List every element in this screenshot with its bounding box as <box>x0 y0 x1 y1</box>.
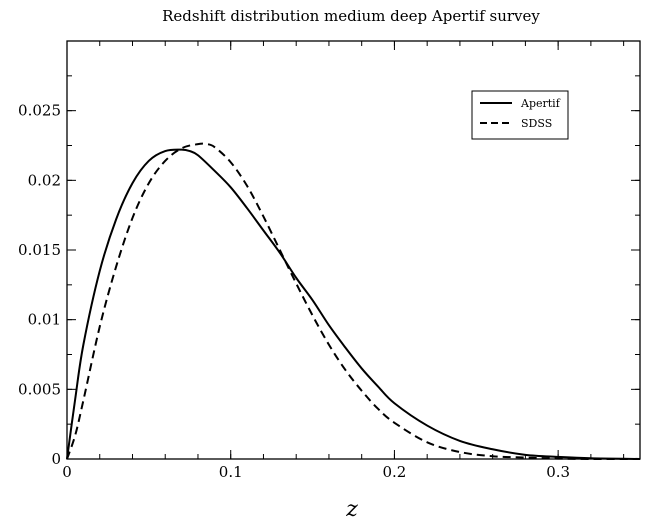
axis-tick-labels: 0 0.1 0.2 0.3 0 0.005 0.01 0.015 0.02 0.025 <box>18 102 570 481</box>
series-layer <box>66 142 641 461</box>
x-tick-label: 0 <box>62 463 72 481</box>
y-tick-label: 0.015 <box>18 241 61 259</box>
x-axis-label: z <box>345 497 358 522</box>
legend-label-apertif: Apertif <box>520 97 561 110</box>
series-line-sdss <box>66 142 641 461</box>
y-tick-label: 0.025 <box>18 102 61 120</box>
chart-title: Redshift distribution medium deep Aperti… <box>162 7 540 25</box>
y-tick-label: 0 <box>51 450 61 468</box>
x-tick-label: 0.2 <box>382 463 406 481</box>
legend-label-sdss: SDSS <box>521 117 552 130</box>
legend: Apertif SDSS <box>471 90 569 140</box>
y-tick-label: 0.01 <box>28 311 61 329</box>
y-tick-label: 0.02 <box>28 171 61 189</box>
series-line-apertif <box>66 148 641 460</box>
x-tick-label: 0.3 <box>546 463 570 481</box>
x-tick-label: 0.1 <box>219 463 243 481</box>
legend-box <box>471 90 569 140</box>
y-tick-label: 0.005 <box>18 380 61 398</box>
